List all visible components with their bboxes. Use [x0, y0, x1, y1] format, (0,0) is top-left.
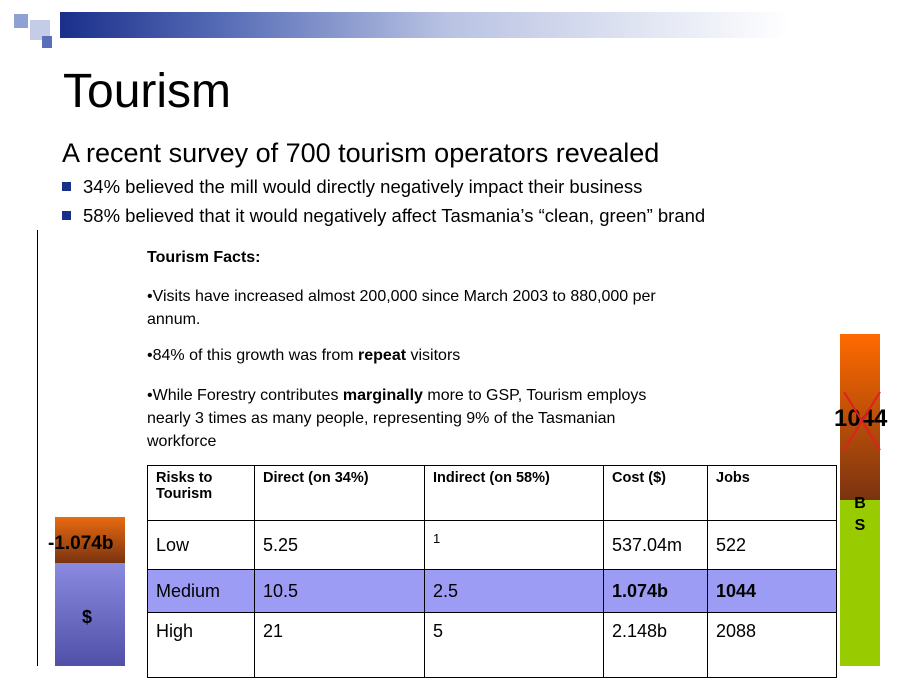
decor-square [14, 14, 28, 28]
header-cell: Risks to Tourism [147, 465, 255, 521]
cell: 2.148b [603, 612, 708, 678]
right-bar-letter: S [854, 517, 866, 534]
fact-text: •While Forestry contributes [147, 387, 343, 404]
divider [37, 230, 38, 666]
subtitle: A recent survey of 700 tourism operators… [62, 138, 660, 168]
facts-heading: Tourism Facts: [147, 249, 261, 266]
cell: Low [147, 520, 255, 570]
cell: 522 [707, 520, 837, 570]
left-bar-symbol: $ [82, 607, 93, 627]
cell: 5 [424, 612, 604, 678]
header-cell: Indirect (on 58%) [424, 465, 604, 521]
bullet-text: 58% believed that it would negatively af… [83, 205, 706, 226]
cross-line [843, 391, 881, 451]
cell: 2.5 [424, 569, 604, 613]
cross-out [843, 391, 881, 451]
cell: Medium [147, 569, 255, 613]
cell: 537.04m [603, 520, 708, 570]
cell: 1044 [707, 569, 837, 613]
cell: 2088 [707, 612, 837, 678]
cell: 21 [254, 612, 425, 678]
cell: 1.074b [603, 569, 708, 613]
fact: •Visits have increased almost 200,000 si… [147, 285, 667, 331]
bullet: 58% believed that it would negatively af… [62, 205, 705, 227]
left-bar-label: -1.074b [48, 533, 114, 554]
header-cell: Jobs [707, 465, 837, 521]
bullet-text: 34% believed the mill would directly neg… [83, 176, 643, 197]
cell: 10.5 [254, 569, 425, 613]
bullet: 34% believed the mill would directly neg… [62, 176, 642, 198]
fact-text: •Visits have increased almost 200,000 si… [147, 288, 656, 328]
risk-table: Risks to Tourism Direct (on 34%) Indirec… [147, 465, 837, 678]
header-cell: Direct (on 34%) [254, 465, 425, 521]
right-bar-letter: B [854, 495, 866, 512]
title: Tourism [63, 65, 232, 118]
right-bar-bottom [840, 500, 880, 666]
fact-text: •84% of this growth was from [147, 347, 359, 364]
fact: •While Forestry contributes marginally m… [147, 384, 667, 453]
header-cell: Cost ($) [603, 465, 708, 521]
fact: •84% of this growth was from repeat visi… [147, 344, 667, 367]
decor-square [30, 20, 50, 40]
cell: 1 [424, 520, 604, 570]
top-bar [60, 12, 918, 38]
cell: 5.25 [254, 520, 425, 570]
left-bar-top [55, 517, 125, 563]
cell: High [147, 612, 255, 678]
fact-text: visitors [406, 347, 461, 364]
left-bar-bottom [55, 563, 125, 666]
decor-square [42, 36, 52, 48]
fact-emphasis: repeat [358, 347, 407, 364]
fact-emphasis: marginally [342, 387, 423, 404]
fact-text: more to GSP, Tourism employs nearly 3 ti… [147, 387, 647, 450]
right-bar-letters: B S [854, 493, 866, 537]
